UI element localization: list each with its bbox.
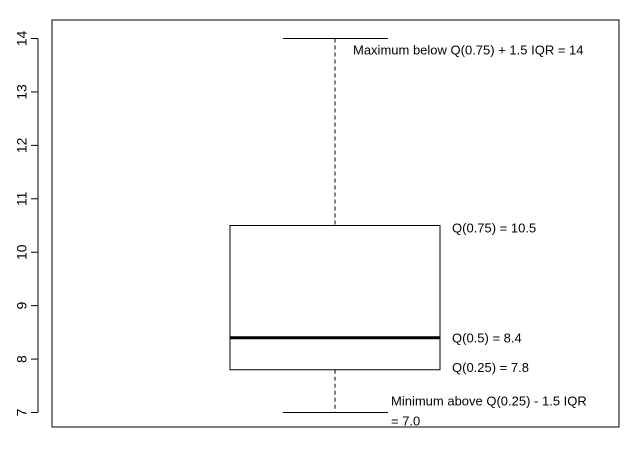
y-tick-label: 14: [14, 31, 30, 47]
y-tick-label: 7: [14, 408, 30, 416]
annotation-min-line1: Minimum above Q(0.25) - 1.5 IQR: [391, 394, 587, 409]
y-tick-label: 11: [14, 191, 30, 206]
annotation-min-line2: = 7.0: [391, 414, 420, 429]
box-plot: [229, 38, 441, 413]
annotations: Maximum below Q(0.75) + 1.5 IQR = 14 Q(0…: [353, 43, 587, 429]
y-tick-label: 13: [14, 84, 30, 100]
y-tick-label: 10: [14, 244, 30, 260]
annotation-max: Maximum below Q(0.75) + 1.5 IQR = 14: [353, 43, 583, 58]
annotation-q3: Q(0.75) = 10.5: [452, 221, 536, 236]
annotation-median: Q(0.5) = 8.4: [452, 331, 522, 346]
annotation-q1: Q(0.25) = 7.8: [452, 360, 529, 375]
plot-frame: [51, 19, 620, 428]
iqr-box: [229, 225, 441, 371]
y-tick-label: 9: [14, 302, 30, 310]
y-axis: 7 8 9 10 11 12 13 14: [14, 31, 39, 416]
y-tick-label: 8: [14, 355, 30, 363]
y-tick-label: 12: [14, 137, 30, 153]
